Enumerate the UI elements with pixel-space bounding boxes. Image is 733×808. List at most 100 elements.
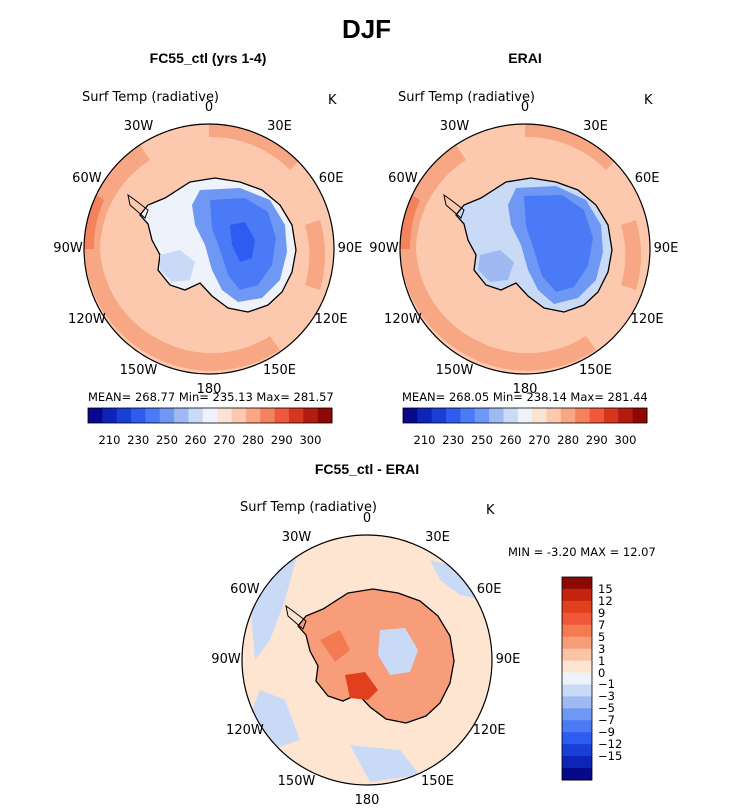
- colorbar-erai-swatch: [546, 408, 562, 423]
- stats-diff: MIN = -3.20 MAX = 12.07: [508, 545, 656, 559]
- map-diff-border: [241, 534, 493, 786]
- map-diff-antarctica: [297, 588, 455, 724]
- map-erai-peninsula: [443, 193, 465, 219]
- map-diff-cool-patch-4: [350, 745, 420, 782]
- colorbar-model-swatch: [245, 408, 261, 423]
- lon-label-erai: 30E: [583, 118, 608, 134]
- panel-title-erai: ERAI: [508, 50, 542, 66]
- colorbar-model-swatch: [188, 408, 204, 423]
- map-diff-warm-patch: [320, 630, 350, 662]
- colorbar-erai-swatch: [489, 408, 504, 423]
- map-diff-cool-patch-1: [250, 545, 300, 660]
- colorbar-diff-tick: 9: [598, 605, 606, 620]
- map-model-warm-band-east: [305, 220, 325, 290]
- lon-label-model: 60E: [318, 170, 344, 186]
- colorbar-diff-swatch: [562, 648, 592, 662]
- colorbar-diff-swatch: [562, 720, 592, 733]
- lon-label-erai: 150E: [578, 363, 613, 379]
- colorbar-model-swatch: [202, 408, 218, 423]
- lon-label-diff: 30W: [281, 529, 312, 545]
- colorbar-model-swatch: [317, 408, 333, 423]
- colorbar-diff: [561, 576, 593, 781]
- colorbar-diff-swatch: [562, 624, 592, 638]
- colorbar-erai-tick: 280: [557, 433, 580, 447]
- colorbar-diff-swatch: [562, 588, 592, 602]
- colorbar-model-swatch: [145, 408, 161, 423]
- colorbar-diff-swatch: [562, 732, 592, 745]
- colorbar-erai-tick: 250: [470, 433, 493, 447]
- lon-label-model: 150W: [119, 363, 158, 379]
- map-erai-warm-band-sw: [400, 249, 476, 355]
- map-erai-warm-band-south: [466, 336, 596, 371]
- lon-label-diff: 150E: [420, 774, 455, 790]
- lon-label-erai: 60W: [388, 170, 418, 186]
- lon-label-erai: 150W: [435, 363, 474, 379]
- colorbar-model-tick: 280: [242, 433, 265, 447]
- map-model: [84, 124, 334, 374]
- unit-label-erai: K: [644, 93, 653, 108]
- stats-erai: MEAN= 268.05 Min= 238.14 Max= 281.44: [402, 390, 648, 404]
- map-erai-ross-zone: [478, 250, 514, 282]
- map-erai-colder-zone: [524, 195, 593, 292]
- colorbar-model-swatch: [159, 408, 175, 423]
- colorbar-diff-swatch: [562, 708, 592, 721]
- colorbar-diff-tick: 5: [598, 629, 606, 644]
- colorbar-diff-tick: −12: [598, 737, 623, 752]
- panel-title-model: FC55_ctl (yrs 1-4): [149, 50, 267, 66]
- colorbar-model-swatch: [303, 408, 319, 423]
- variable-label-erai: Surf Temp (radiative): [398, 90, 536, 105]
- colorbar-model-tick: 250: [155, 433, 178, 447]
- lon-label-model: 120E: [314, 311, 348, 327]
- colorbar-diff-tick: −7: [598, 713, 615, 728]
- colorbar-diff-tick: −9: [598, 725, 615, 740]
- colorbar-diff-tick: 15: [598, 581, 613, 596]
- colorbar-model-swatch: [260, 408, 276, 423]
- colorbar-erai-swatch: [403, 408, 418, 423]
- colorbar-diff-swatch: [562, 660, 592, 674]
- lon-label-erai: 90W: [369, 241, 399, 256]
- colorbar-diff-tick: −1: [598, 677, 615, 692]
- colorbar-erai-tick: 290: [585, 433, 608, 447]
- colorbar-diff-swatch: [562, 744, 592, 757]
- lon-label-diff: 150W: [277, 774, 316, 790]
- colorbar-diff-swatch: [562, 696, 592, 709]
- lon-label-diff: 90E: [495, 652, 521, 667]
- lon-label-diff: 120W: [226, 722, 264, 738]
- colorbar-model-swatch: [88, 408, 103, 423]
- map-erai-border: [399, 123, 651, 375]
- lon-label-erai: 120W: [384, 311, 422, 327]
- variable-label-model: Surf Temp (radiative): [82, 90, 220, 105]
- lon-label-diff: 120E: [472, 722, 506, 738]
- colorbar-diff-tick: −15: [598, 749, 623, 764]
- lon-label-model: 180: [196, 382, 222, 397]
- colorbar-erai-tick: 230: [442, 433, 465, 447]
- lon-label-model: 60W: [72, 170, 102, 186]
- map-erai-warm-band-west: [400, 145, 466, 249]
- map-erai-warm-band-north: [525, 124, 616, 170]
- stats-model: MEAN= 268.77 Min= 235.13 Max= 281.57: [88, 390, 334, 404]
- colorbar-diff-swatch: [562, 600, 592, 614]
- map-diff: [242, 535, 492, 785]
- lon-label-diff: 60W: [230, 581, 260, 597]
- colorbar-diff-tick: 3: [598, 641, 606, 656]
- colorbar-erai-swatch: [560, 408, 576, 423]
- variable-label-diff: Surf Temp (radiative): [240, 500, 378, 515]
- map-model-warm-band-sw: [84, 249, 160, 355]
- lon-label-model: 90W: [53, 241, 83, 256]
- map-erai: [400, 124, 650, 374]
- map-model-peninsula: [127, 193, 149, 219]
- map-erai-warm-band-east: [621, 220, 642, 290]
- map-model-warm-band-north: [209, 124, 300, 170]
- colorbar-model-swatch: [174, 408, 189, 423]
- lon-label-erai: 60E: [634, 170, 660, 186]
- colorbar-diff-tick: 7: [598, 617, 606, 632]
- map-model-warm-band-south: [150, 336, 280, 371]
- colorbar-model: [87, 407, 333, 424]
- colorbar-erai-swatch: [532, 408, 548, 423]
- colorbar-erai-tick: 300: [614, 433, 637, 447]
- lon-label-erai: 120E: [630, 311, 664, 327]
- colorbar-model-frame: [87, 407, 333, 424]
- colorbar-erai-swatch: [632, 408, 648, 423]
- lon-label-erai: 0: [520, 100, 530, 115]
